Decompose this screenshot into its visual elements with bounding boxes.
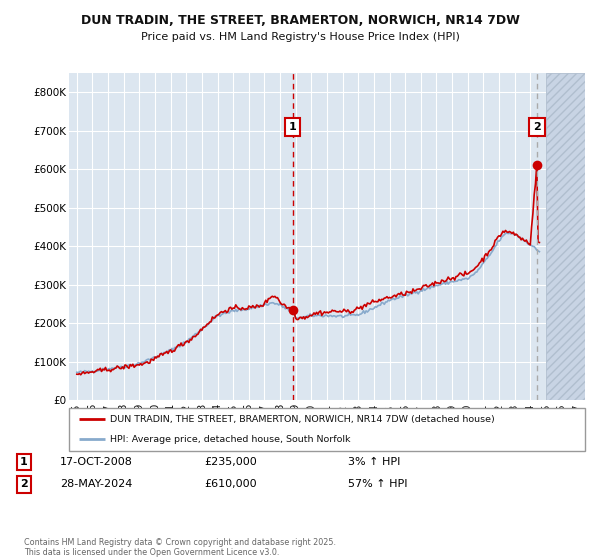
Text: 1: 1 [20,457,28,467]
Text: 17-OCT-2008: 17-OCT-2008 [60,457,133,467]
Text: DUN TRADIN, THE STREET, BRAMERTON, NORWICH, NR14 7DW (detached house): DUN TRADIN, THE STREET, BRAMERTON, NORWI… [110,415,495,424]
Text: 2: 2 [20,479,28,489]
Text: 1: 1 [289,122,296,132]
Text: 28-MAY-2024: 28-MAY-2024 [60,479,133,489]
Text: Contains HM Land Registry data © Crown copyright and database right 2025.
This d: Contains HM Land Registry data © Crown c… [24,538,336,557]
Bar [546,73,585,400]
Text: 2: 2 [533,122,541,132]
Text: 3% ↑ HPI: 3% ↑ HPI [348,457,400,467]
Text: HPI: Average price, detached house, South Norfolk: HPI: Average price, detached house, Sout… [110,435,351,444]
Text: DUN TRADIN, THE STREET, BRAMERTON, NORWICH, NR14 7DW: DUN TRADIN, THE STREET, BRAMERTON, NORWI… [80,14,520,27]
Text: £610,000: £610,000 [204,479,257,489]
Text: 57% ↑ HPI: 57% ↑ HPI [348,479,407,489]
Text: Price paid vs. HM Land Registry's House Price Index (HPI): Price paid vs. HM Land Registry's House … [140,32,460,42]
Bar [546,73,585,400]
Text: £235,000: £235,000 [204,457,257,467]
